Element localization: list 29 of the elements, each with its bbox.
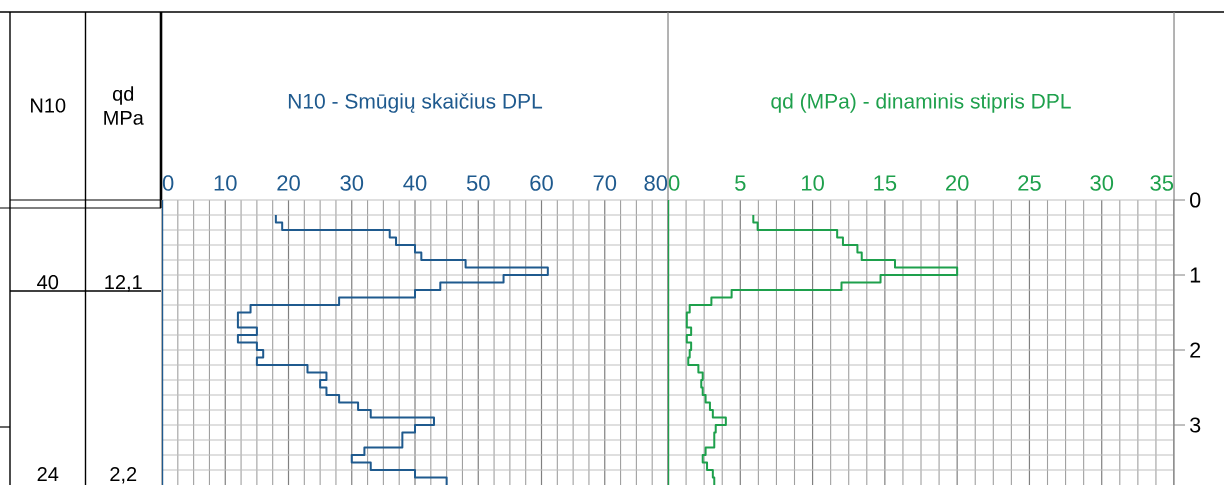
- y-tick-label: 0: [1190, 192, 1201, 208]
- x-tick-label: 10: [214, 175, 237, 191]
- x-tick-label: 20: [946, 175, 969, 191]
- y-tick-label: 1: [1190, 267, 1201, 283]
- x-tick-label: 30: [1090, 175, 1114, 191]
- x-tick-label: 20: [277, 175, 300, 191]
- y-tick-label: 3: [1190, 417, 1201, 433]
- x-tick-label: 15: [874, 175, 897, 191]
- category-label: N10: [31, 98, 66, 113]
- x-tick-label: 0: [668, 175, 680, 191]
- text: 12,1: [105, 275, 142, 292]
- x-tick-label: 25: [1018, 175, 1041, 191]
- x-tick-label: 35: [1150, 175, 1174, 191]
- text: 2,2: [110, 467, 137, 484]
- text: 40: [37, 275, 59, 290]
- y-tick-label: 2: [1190, 342, 1201, 358]
- x-tick-label: 5: [735, 175, 746, 191]
- chart-title: qd (MPa) - dinaminis stipris DPL: [771, 93, 1071, 113]
- x-tick-label: 80: [644, 175, 668, 191]
- chart-title: N10 - Smūgių skaičius DPL: [288, 93, 543, 113]
- x-tick-label: 10: [802, 175, 824, 191]
- x-tick-label: 0: [162, 175, 174, 191]
- x-tick-label: 50: [466, 175, 490, 191]
- x-tick-label: 60: [530, 175, 553, 191]
- x-tick-label: 70: [593, 175, 617, 191]
- x-tick-label: 30: [340, 175, 364, 191]
- category-label: qd MPa: [104, 86, 144, 125]
- text: 24: [37, 467, 59, 481]
- x-tick-label: 40: [403, 175, 427, 191]
